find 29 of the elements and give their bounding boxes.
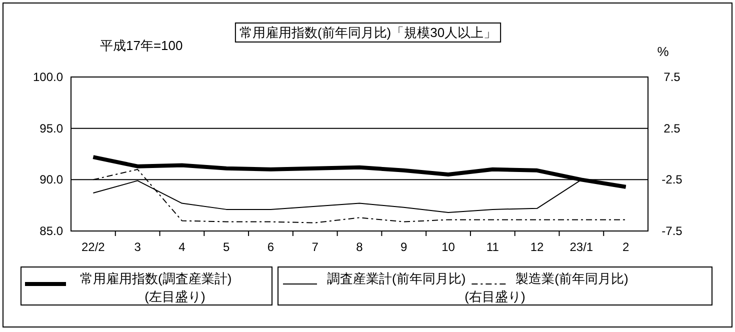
y-axis-title: 平成17年=100 bbox=[100, 38, 183, 53]
x-tick-label: 11 bbox=[486, 240, 500, 254]
y2-tick-label: -7.5 bbox=[662, 224, 683, 238]
y-tick-label: 85.0 bbox=[40, 224, 64, 238]
legend-label: 製造業(前年同月比) bbox=[516, 271, 628, 286]
y2-axis-title: % bbox=[657, 44, 670, 59]
legend-label: 調査産業計(前年同月比) bbox=[327, 271, 466, 286]
x-tick-label: 12 bbox=[530, 240, 544, 254]
y-tick-label: 90.0 bbox=[40, 172, 64, 187]
y2-tick-label: -2.5 bbox=[662, 172, 683, 187]
y-tick-label: 100.0 bbox=[32, 70, 64, 84]
chart-title: 常用雇用指数(前年同月比)「規模30人以上」 bbox=[239, 25, 497, 40]
x-tick-label: 3 bbox=[134, 240, 142, 254]
x-tick-label: 7 bbox=[312, 240, 319, 254]
x-tick-label: 9 bbox=[400, 240, 408, 254]
y2-tick-label: 7.5 bbox=[664, 70, 681, 84]
x-tick-label: 10 bbox=[442, 240, 456, 254]
y2-tick-label: 2.5 bbox=[664, 121, 681, 136]
x-tick-label: 4 bbox=[178, 240, 186, 254]
x-tick-label: 23/1 bbox=[570, 240, 594, 254]
x-tick-label: 8 bbox=[356, 240, 364, 254]
x-tick-label: 6 bbox=[267, 240, 274, 254]
x-tick-label: 5 bbox=[223, 240, 230, 254]
y-tick-label: 95.0 bbox=[40, 121, 64, 136]
text: (右目盛り) bbox=[464, 289, 526, 304]
x-tick-label: 22/2 bbox=[82, 240, 106, 254]
text: (左目盛り) bbox=[144, 289, 206, 304]
legend-label: 常用雇用指数(調査産業計) bbox=[80, 271, 232, 286]
x-tick-label: 2 bbox=[622, 240, 630, 254]
